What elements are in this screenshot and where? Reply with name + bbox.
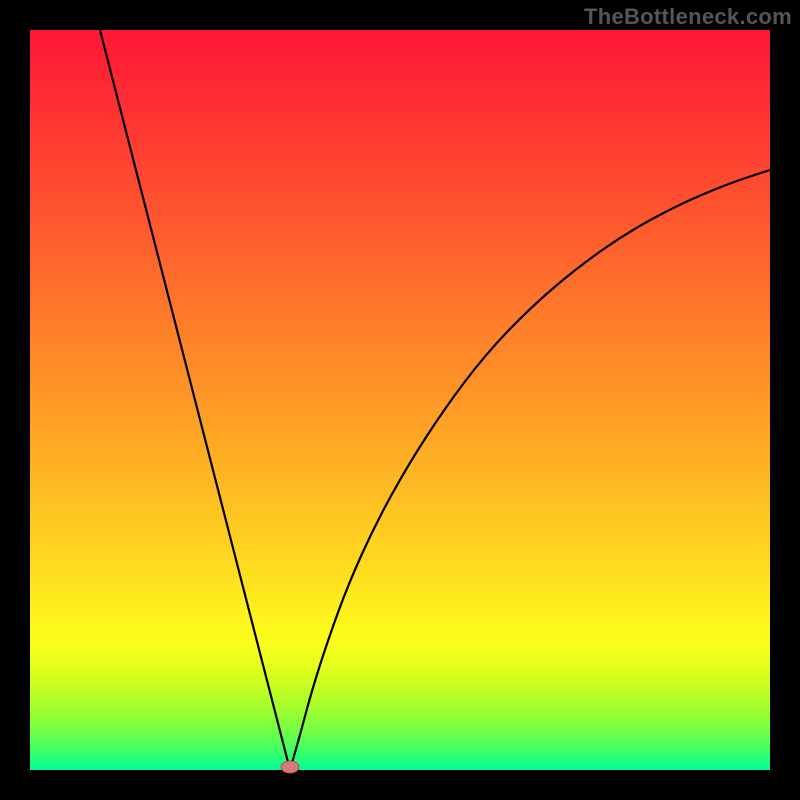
chart-container: TheBottleneck.com [0, 0, 800, 800]
optimal-point-marker [281, 761, 299, 773]
plot-background-gradient [30, 30, 770, 770]
watermark-text: TheBottleneck.com [584, 4, 792, 30]
bottleneck-curve-chart [0, 0, 800, 800]
